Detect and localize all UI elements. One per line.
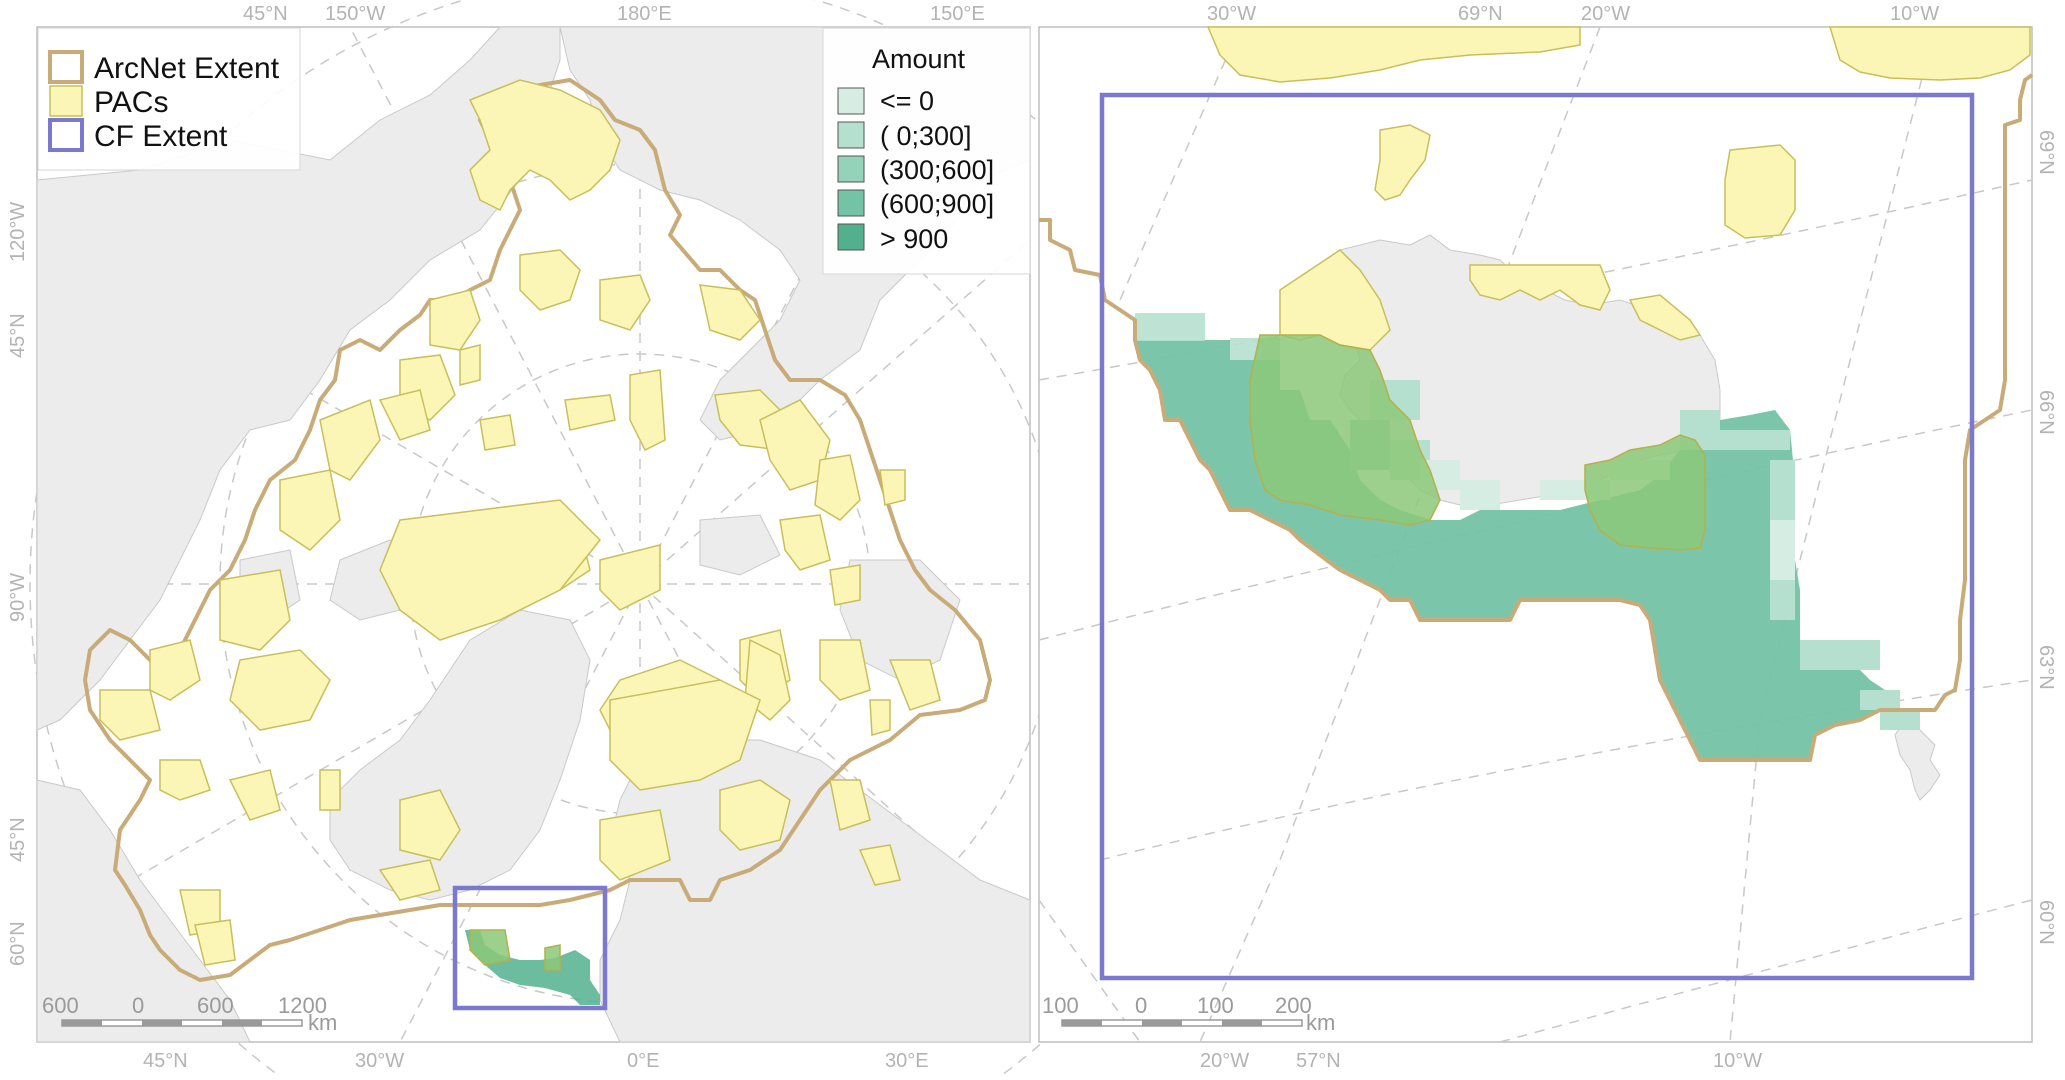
- svg-text:45°N: 45°N: [143, 1050, 188, 1072]
- right-top-ticks: 30°W 69°N 20°W 10°W: [1207, 3, 1939, 25]
- amount-item-2: (300;600]: [837, 155, 994, 185]
- right-scale-bar: 100 0 100 200 km: [1042, 993, 1335, 1035]
- cf-extent-left: [452, 885, 608, 1011]
- pacs-right: [1206, 26, 2031, 551]
- svg-text:10°W: 10°W: [1890, 3, 1939, 25]
- svg-text:0: 0: [1135, 993, 1147, 1018]
- svg-text:30°W: 30°W: [355, 1050, 404, 1072]
- svg-text:100: 100: [1197, 993, 1234, 1018]
- svg-text:63°N: 63°N: [2035, 645, 2057, 690]
- arcnet-extent-right: [1039, 73, 2034, 762]
- legend-item-pacs: PACs: [49, 85, 168, 119]
- svg-text:(300;600]: (300;600]: [880, 155, 994, 185]
- svg-text:45°N: 45°N: [243, 3, 288, 25]
- right-side-ticks: 69°N 66°N 63°N 60°N: [2035, 130, 2057, 945]
- svg-text:180°E: 180°E: [617, 3, 672, 25]
- svg-text:69°N: 69°N: [2035, 130, 2057, 175]
- svg-text:( 0;300]: ( 0;300]: [880, 121, 972, 151]
- amount-item-0: <= 0: [837, 86, 934, 116]
- svg-text:120°W: 120°W: [7, 202, 29, 262]
- svg-text:km: km: [1306, 1010, 1335, 1035]
- svg-text:30°E: 30°E: [885, 1050, 929, 1072]
- svg-text:66°N: 66°N: [2035, 390, 2057, 435]
- left-map-panel[interactable]: 45°N 150°W 180°E 150°E 45°N 30°W 0°E 30°…: [7, 0, 1251, 1080]
- svg-text:57°N: 57°N: [1296, 1050, 1341, 1072]
- svg-text:<= 0: <= 0: [880, 86, 934, 116]
- svg-text:150°E: 150°E: [930, 3, 985, 25]
- svg-text:45°N: 45°N: [7, 817, 29, 862]
- svg-text:CF Extent: CF Extent: [94, 120, 228, 153]
- left-side-ticks: 120°W 45°N 90°W 45°N 60°N: [7, 202, 29, 966]
- svg-text:> 900: > 900: [880, 224, 948, 254]
- amount-item-1: ( 0;300]: [837, 121, 972, 151]
- svg-text:150°W: 150°W: [325, 3, 385, 25]
- right-bottom-ticks: 20°W 57°N 10°W: [1200, 1050, 1762, 1072]
- pacs-left: [99, 79, 941, 966]
- svg-text:0: 0: [132, 993, 144, 1018]
- arcnet-extent-left: [83, 78, 992, 982]
- svg-text:1200: 1200: [278, 993, 327, 1018]
- cf-extent-right: [1099, 92, 1975, 981]
- faroe-land: [1894, 719, 1941, 801]
- svg-text:600: 600: [197, 993, 234, 1018]
- svg-text:600: 600: [42, 993, 79, 1018]
- legend-item-cf-extent: CF Extent: [48, 118, 228, 153]
- amount-item-3: (600;900]: [837, 189, 994, 219]
- svg-text:45°N: 45°N: [7, 313, 29, 358]
- svg-text:60°N: 60°N: [7, 921, 29, 966]
- svg-text:100: 100: [1042, 993, 1079, 1018]
- svg-text:ArcNet Extent: ArcNet Extent: [94, 52, 280, 85]
- svg-text:30°W: 30°W: [1207, 3, 1256, 25]
- amount-legend: Amount <= 0 ( 0;300] (300;600] (600;900]…: [822, 27, 1031, 275]
- svg-text:Amount: Amount: [872, 44, 966, 74]
- svg-text:PACs: PACs: [94, 86, 168, 119]
- svg-text:60°N: 60°N: [2035, 900, 2057, 945]
- svg-text:10°W: 10°W: [1713, 1050, 1762, 1072]
- svg-text:(600;900]: (600;900]: [880, 189, 994, 219]
- left-scale-bar: 600 0 600 1200 km: [42, 993, 337, 1035]
- svg-text:200: 200: [1275, 993, 1312, 1018]
- left-top-ticks: 45°N 150°W 180°E 150°E: [243, 3, 985, 25]
- amount-item-4: > 900: [837, 223, 948, 254]
- svg-text:69°N: 69°N: [1458, 3, 1503, 25]
- legend-item-arcnet: ArcNet Extent: [48, 50, 280, 85]
- layer-legend: ArcNet Extent PACs CF Extent: [37, 27, 301, 171]
- svg-text:90°W: 90°W: [7, 573, 29, 622]
- svg-text:20°W: 20°W: [1200, 1050, 1249, 1072]
- right-map-panel[interactable]: 30°W 69°N 20°W 10°W 20°W 57°N 10°W 69°N …: [1038, 3, 2057, 1072]
- svg-text:km: km: [308, 1010, 337, 1035]
- svg-text:20°W: 20°W: [1581, 3, 1630, 25]
- svg-text:0°E: 0°E: [627, 1050, 659, 1072]
- left-bottom-ticks: 45°N 30°W 0°E 30°E: [143, 1050, 929, 1072]
